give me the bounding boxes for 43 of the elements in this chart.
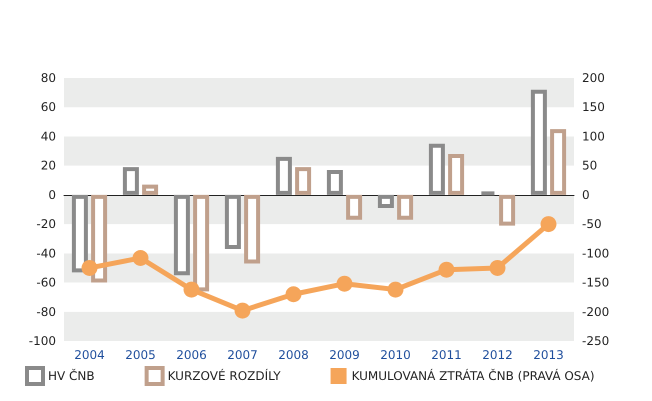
y-tick-label: -20 — [36, 217, 56, 232]
x-tick-label: 2013 — [533, 348, 564, 362]
point — [286, 286, 302, 302]
y2-tick-label: -50 — [582, 217, 602, 232]
legend-label: KUMULOVANÁ ZTRÁTA ČNB (PRAVÁ OSA) — [352, 368, 595, 383]
y2-tick-label: -200 — [582, 304, 610, 319]
y2-tick-label: 0 — [582, 188, 590, 202]
x-tick-label: 2009 — [329, 348, 360, 362]
x-tick-label: 2011 — [431, 348, 462, 362]
point — [234, 302, 250, 319]
y-tick-label: 60 — [40, 100, 56, 114]
x-tick-label: 2006 — [176, 348, 207, 362]
y2-tick-label: -250 — [582, 334, 610, 348]
y-tick-label: -80 — [36, 304, 56, 319]
y2-tick-label: -100 — [582, 246, 610, 260]
x-tick-label: 2010 — [380, 348, 411, 362]
y-tick-label: -60 — [36, 276, 56, 290]
y2-tick-label: 50 — [582, 158, 598, 173]
point — [540, 216, 556, 232]
point — [336, 276, 352, 292]
legend-label: HV ČNB — [48, 368, 95, 383]
x-tick-label: 2007 — [227, 348, 258, 362]
y2-tick-label: -150 — [582, 276, 610, 290]
y2-tick-label: 200 — [582, 71, 605, 85]
point — [438, 262, 454, 278]
x-tick-label: 2012 — [482, 348, 513, 362]
y-tick-label: -40 — [36, 246, 56, 260]
y-tick-label: 40 — [40, 129, 56, 144]
point — [490, 260, 506, 276]
y-tick-label: 20 — [40, 158, 56, 173]
y2-tick-label: 150 — [582, 100, 605, 114]
point — [184, 282, 200, 298]
legend-label: KURZOVÉ ROZDÍLY — [168, 368, 282, 383]
y2-tick-label: 100 — [582, 129, 605, 144]
y-tick-label: 80 — [40, 71, 56, 85]
y-tick-label: 0 — [48, 188, 56, 202]
y-tick-label: -100 — [28, 334, 56, 348]
x-tick-label: 2005 — [125, 348, 156, 362]
point — [132, 250, 148, 266]
x-tick-label: 2008 — [278, 348, 309, 362]
point — [82, 260, 98, 276]
x-tick-label: 2004 — [74, 348, 105, 362]
point — [388, 282, 404, 298]
